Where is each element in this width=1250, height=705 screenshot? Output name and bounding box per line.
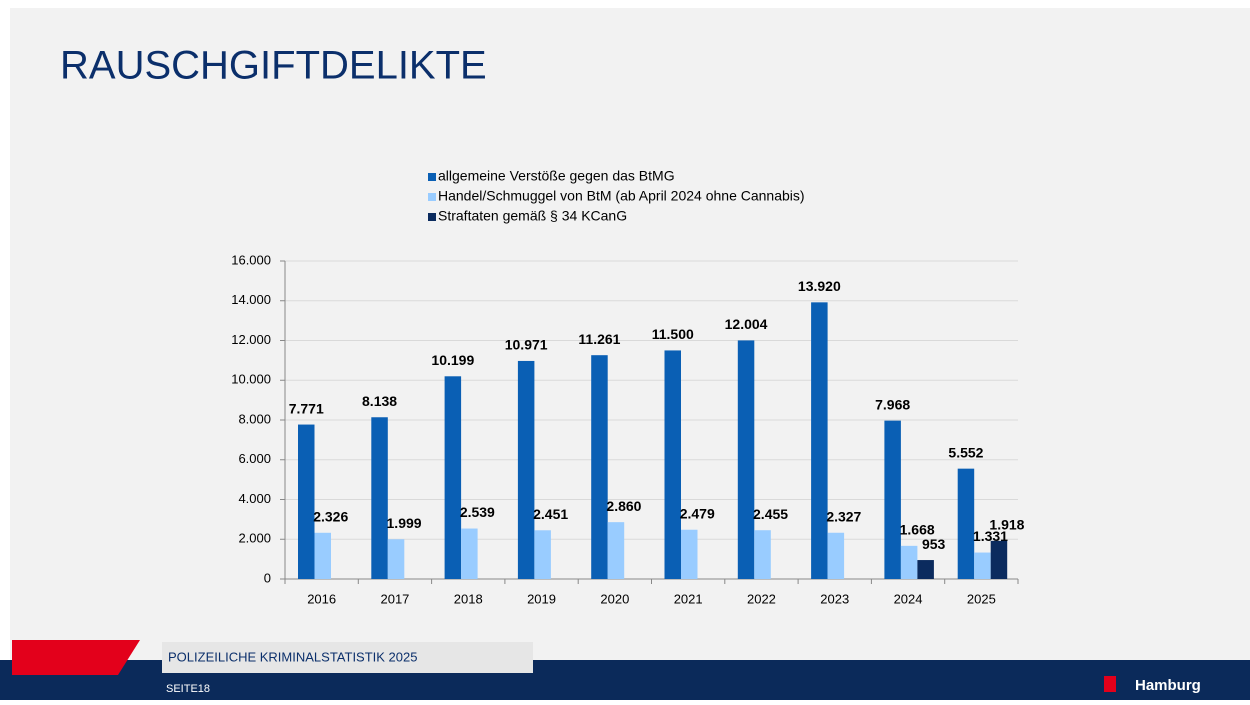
bar: [957, 468, 975, 579]
bar: [444, 376, 462, 579]
x-tick-label: 2022: [747, 591, 776, 606]
bar: [664, 350, 681, 579]
value-label: 2.479: [680, 505, 715, 521]
legend-label: Handel/Schmuggel von BtM (ab April 2024 …: [438, 188, 805, 204]
x-tick-label: 2018: [454, 591, 483, 606]
bar: [517, 360, 535, 579]
bar: [607, 522, 625, 579]
x-tick-label: 2019: [527, 591, 556, 606]
value-label: 1.918: [989, 517, 1024, 533]
bar: [990, 540, 1008, 579]
value-label: 1.331: [973, 528, 1008, 544]
value-label: 1.999: [387, 515, 422, 531]
value-label: 10.971: [505, 337, 548, 353]
x-tick-label: 2017: [380, 591, 409, 606]
legend-swatch: [428, 193, 436, 201]
value-label: 8.138: [362, 393, 397, 409]
value-label: 7.771: [289, 400, 324, 416]
legend-swatch: [428, 213, 436, 221]
value-label: 5.552: [948, 444, 983, 460]
x-tick-label: 2020: [600, 591, 629, 606]
footer-accent: [12, 640, 140, 675]
y-tick-label: 0: [264, 570, 271, 585]
footer-page: SEITE18: [166, 683, 210, 695]
value-label: 953: [922, 536, 946, 552]
x-tick-label: 2024: [894, 591, 923, 606]
y-tick-label: 16.000: [231, 252, 271, 267]
logo-text: Hamburg: [1135, 677, 1201, 694]
legend-label: allgemeine Verstöße gegen das BtMG: [438, 168, 675, 184]
value-label: 10.199: [431, 352, 474, 368]
legend-label: Straftaten gemäß § 34 KCanG: [438, 208, 627, 224]
x-tick-label: 2021: [674, 591, 703, 606]
value-label: 2.326: [313, 508, 348, 524]
value-label: 2.860: [606, 498, 641, 514]
value-label: 13.920: [798, 278, 841, 294]
value-label: 2.327: [826, 508, 861, 524]
bar: [900, 545, 918, 579]
y-tick-label: 2.000: [238, 531, 271, 546]
footer-report: POLIZEILICHE KRIMINALSTATISTIK 2025: [168, 649, 417, 664]
value-label: 11.500: [652, 326, 694, 342]
bar: [387, 539, 405, 579]
slide-area: [10, 8, 1250, 700]
bar: [754, 530, 771, 579]
chart: 0 2.000 4.000 6.000 8.000 10.000 12.000 14.000 1…: [231, 168, 1024, 607]
bar: [461, 528, 478, 579]
y-tick-label: 12.000: [231, 332, 271, 347]
bar: [591, 355, 608, 579]
bar: [534, 530, 551, 579]
value-label: 11.261: [578, 331, 620, 347]
bar: [884, 420, 901, 579]
bar: [681, 529, 698, 579]
value-label: 7.968: [875, 396, 910, 412]
y-tick-label: 6.000: [238, 451, 271, 466]
x-tick-label: 2016: [307, 591, 336, 606]
footer-label-box: [162, 642, 533, 673]
y-tick-label: 14.000: [231, 292, 271, 307]
bar: [298, 424, 315, 579]
bar: [827, 532, 845, 579]
bar: [737, 340, 755, 579]
value-label: 2.451: [533, 506, 568, 522]
value-label: 2.455: [753, 506, 788, 522]
y-tick-label: 10.000: [231, 372, 271, 387]
bar: [314, 532, 331, 579]
x-tick-label: 2023: [820, 591, 849, 606]
value-label: 1.668: [900, 522, 935, 538]
y-tick-label: 8.000: [238, 411, 271, 426]
logo-icon: [1104, 676, 1116, 692]
bar: [974, 552, 991, 579]
value-label: 2.539: [460, 504, 495, 520]
legend-swatch: [428, 173, 436, 181]
value-label: 12.004: [725, 316, 768, 332]
bar: [917, 560, 934, 579]
y-tick-label: 4.000: [238, 491, 271, 506]
slide-title: RAUSCHGIFTDELIKTE: [60, 44, 487, 88]
bar: [811, 302, 828, 579]
x-tick-label: 2025: [967, 591, 996, 606]
bar: [371, 417, 388, 579]
